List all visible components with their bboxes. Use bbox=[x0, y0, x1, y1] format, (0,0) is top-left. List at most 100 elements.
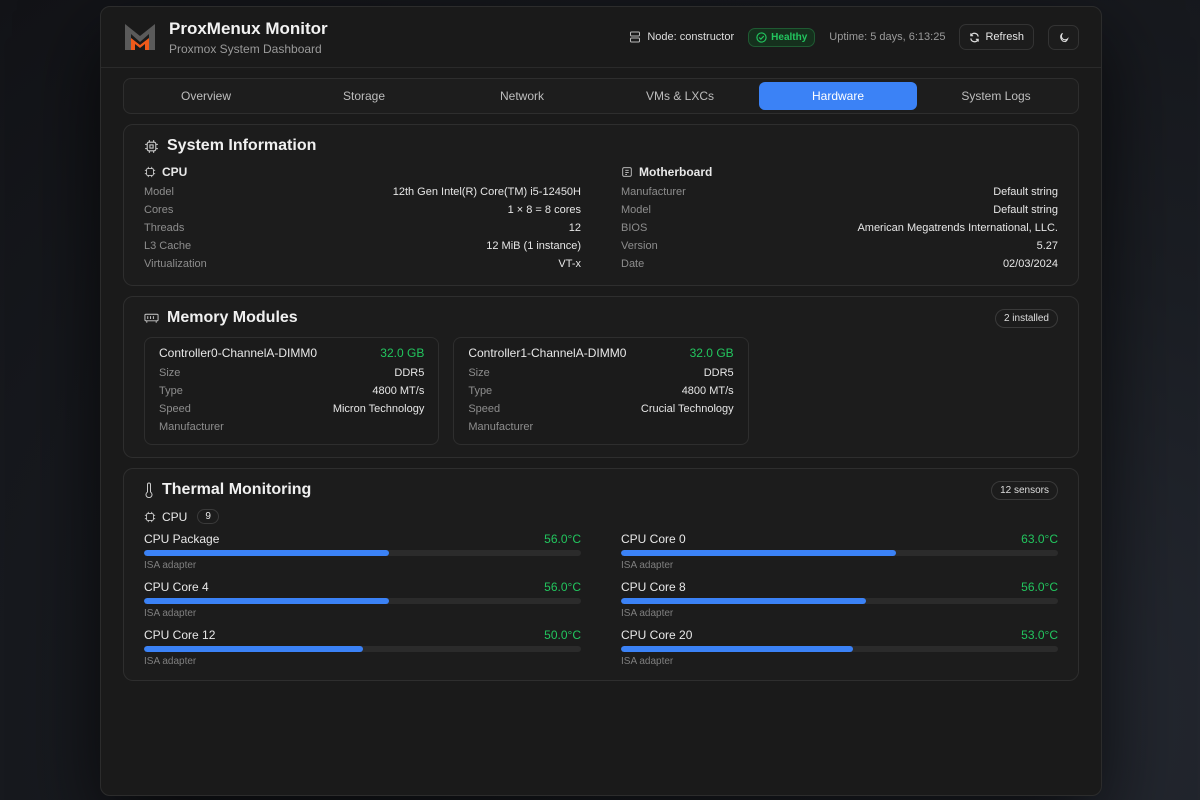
info-label: Speed bbox=[159, 403, 191, 415]
info-value: 12 bbox=[568, 222, 581, 234]
header: ProxMenux Monitor Proxmox System Dashboa… bbox=[101, 7, 1101, 68]
info-value: American Megatrends International, LLC. bbox=[857, 222, 1058, 234]
app-title: ProxMenux Monitor bbox=[169, 18, 328, 38]
info-row: Manufacturer bbox=[468, 418, 733, 436]
memory-modules-card: 2 installed Memory Modules Controller0-C… bbox=[123, 296, 1079, 458]
tab-storage[interactable]: Storage bbox=[342, 89, 386, 103]
sensor-name: CPU Package bbox=[144, 532, 220, 546]
cpu-icon bbox=[144, 511, 156, 522]
sensor-adapter: ISA adapter bbox=[144, 560, 197, 571]
node-indicator: Node: constructor bbox=[629, 31, 734, 43]
sensor-item: CPU Core 0 63.0°C ISA adapter bbox=[621, 532, 1058, 572]
info-label: Speed bbox=[468, 403, 501, 415]
sensor-name: CPU Core 12 bbox=[144, 628, 216, 642]
info-label: Threads bbox=[144, 222, 185, 234]
info-row: L3 Cache 12 MiB (1 instance) bbox=[144, 237, 581, 255]
sensor-item: CPU Package 56.0°C ISA adapter bbox=[144, 532, 581, 572]
info-label: Date bbox=[621, 258, 645, 270]
info-row: Date 02/03/2024 bbox=[621, 255, 1058, 273]
sensor-temp: 53.0°C bbox=[1021, 628, 1058, 642]
info-label: Cores bbox=[144, 204, 174, 216]
sensor-name: CPU Core 4 bbox=[144, 580, 209, 594]
sensor-name: CPU Core 0 bbox=[621, 532, 686, 546]
sensor-temp: 56.0°C bbox=[544, 580, 581, 594]
info-label: BIOS bbox=[621, 222, 648, 234]
main-tabs: Overview Storage Network VMs & LXCs Hard… bbox=[123, 78, 1079, 114]
temperature-bar-fill bbox=[144, 646, 363, 652]
cpu-icon bbox=[144, 166, 156, 178]
info-value: Default string bbox=[993, 204, 1058, 216]
tab-vms-lxcs[interactable]: VMs & LXCs bbox=[645, 89, 714, 103]
info-label: Model bbox=[621, 204, 651, 216]
sensor-item: CPU Core 20 53.0°C ISA adapter bbox=[621, 628, 1058, 668]
info-label: Size bbox=[159, 367, 181, 379]
refresh-button[interactable]: Refresh bbox=[959, 24, 1034, 50]
info-row: Manufacturer Default string bbox=[621, 183, 1058, 201]
thermometer-icon bbox=[145, 482, 153, 498]
status-text: Healthy bbox=[771, 31, 808, 43]
info-value: 12 MiB (1 instance) bbox=[486, 240, 581, 252]
check-circle-icon bbox=[756, 31, 767, 43]
module-size: 32.0 GB bbox=[380, 346, 425, 360]
sensor-adapter: ISA adapter bbox=[621, 608, 674, 619]
sensors-badge: 12 sensors bbox=[991, 481, 1058, 500]
info-row: Virtualization VT-x bbox=[144, 255, 581, 273]
temperature-bar bbox=[144, 550, 581, 556]
sensor-adapter: ISA adapter bbox=[621, 560, 674, 571]
temperature-bar-fill bbox=[621, 598, 866, 604]
tab-system-logs[interactable]: System Logs bbox=[961, 89, 1031, 103]
temperature-bar bbox=[621, 550, 1058, 556]
sensor-group-title: CPU bbox=[162, 509, 188, 524]
thermal-monitoring-card: 12 sensors Thermal Monitoring CPU 9 CPU P… bbox=[123, 468, 1079, 681]
memory-icon bbox=[144, 313, 159, 323]
dashboard-window: ProxMenux Monitor Proxmox System Dashboa… bbox=[100, 6, 1102, 796]
card-title: Memory Modules bbox=[167, 309, 298, 326]
uptime: Uptime: 5 days, 6:13:25 bbox=[829, 31, 946, 43]
info-value: DDR5 bbox=[703, 367, 734, 379]
info-row: Model 12th Gen Intel(R) Core(TM) i5-12450… bbox=[144, 183, 581, 201]
info-label: Model bbox=[144, 186, 174, 198]
sensor-temp: 63.0°C bbox=[1021, 532, 1058, 546]
info-label: Type bbox=[468, 385, 493, 397]
refresh-icon bbox=[970, 32, 980, 42]
node-name: Node: constructor bbox=[647, 31, 735, 43]
info-label: Size bbox=[468, 367, 490, 379]
card-title: Thermal Monitoring bbox=[162, 481, 312, 498]
motherboard-title: Motherboard bbox=[639, 165, 713, 179]
sensor-adapter: ISA adapter bbox=[144, 656, 197, 667]
info-row: Version 5.27 bbox=[621, 237, 1058, 255]
server-icon bbox=[630, 31, 641, 43]
info-value: DDR5 bbox=[394, 367, 425, 379]
tab-hardware[interactable]: Hardware bbox=[759, 82, 917, 110]
cpu-section: CPU Model 12th Gen Intel(R) Core(TM) i5-1… bbox=[144, 165, 581, 273]
info-value: 4800 MT/s bbox=[372, 385, 425, 397]
memory-module: Controller1-ChannelA-DIMM0 32.0 GB Size DDR… bbox=[453, 337, 749, 445]
module-size: 32.0 GB bbox=[689, 346, 734, 360]
chip-icon bbox=[145, 139, 158, 153]
info-value: VT-x bbox=[558, 258, 581, 270]
info-value: Micron Technology bbox=[332, 403, 425, 415]
installed-badge: 2 installed bbox=[994, 309, 1058, 328]
tab-overview[interactable]: Overview bbox=[180, 89, 231, 103]
module-name: Controller1-ChannelA-DIMM0 bbox=[468, 346, 627, 360]
info-row: Size DDR5 bbox=[159, 364, 424, 382]
motherboard-icon bbox=[622, 167, 632, 177]
info-row: Cores 1 × 8 = 8 cores bbox=[144, 201, 581, 219]
info-row: Threads 12 bbox=[144, 219, 581, 237]
refresh-label: Refresh bbox=[985, 31, 1024, 43]
sensor-item: CPU Core 12 50.0°C ISA adapter bbox=[144, 628, 581, 668]
temperature-bar bbox=[144, 598, 581, 604]
info-row: Size DDR5 bbox=[468, 364, 733, 382]
tab-network[interactable]: Network bbox=[499, 89, 544, 103]
info-label: Manufacturer bbox=[159, 421, 224, 433]
theme-toggle-button[interactable] bbox=[1048, 24, 1079, 50]
info-value: 5.27 bbox=[1036, 240, 1058, 252]
app-subtitle: Proxmox System Dashboard bbox=[169, 41, 322, 56]
sensor-name: CPU Core 8 bbox=[621, 580, 686, 594]
sensor-temp: 50.0°C bbox=[544, 628, 581, 642]
info-label: Manufacturer bbox=[621, 186, 686, 198]
sensor-name: CPU Core 20 bbox=[621, 628, 693, 642]
sensor-temp: 56.0°C bbox=[544, 532, 581, 546]
info-value: 02/03/2024 bbox=[1002, 258, 1058, 270]
system-information-card: System Information CPU Model 12th Gen Int… bbox=[123, 124, 1079, 286]
